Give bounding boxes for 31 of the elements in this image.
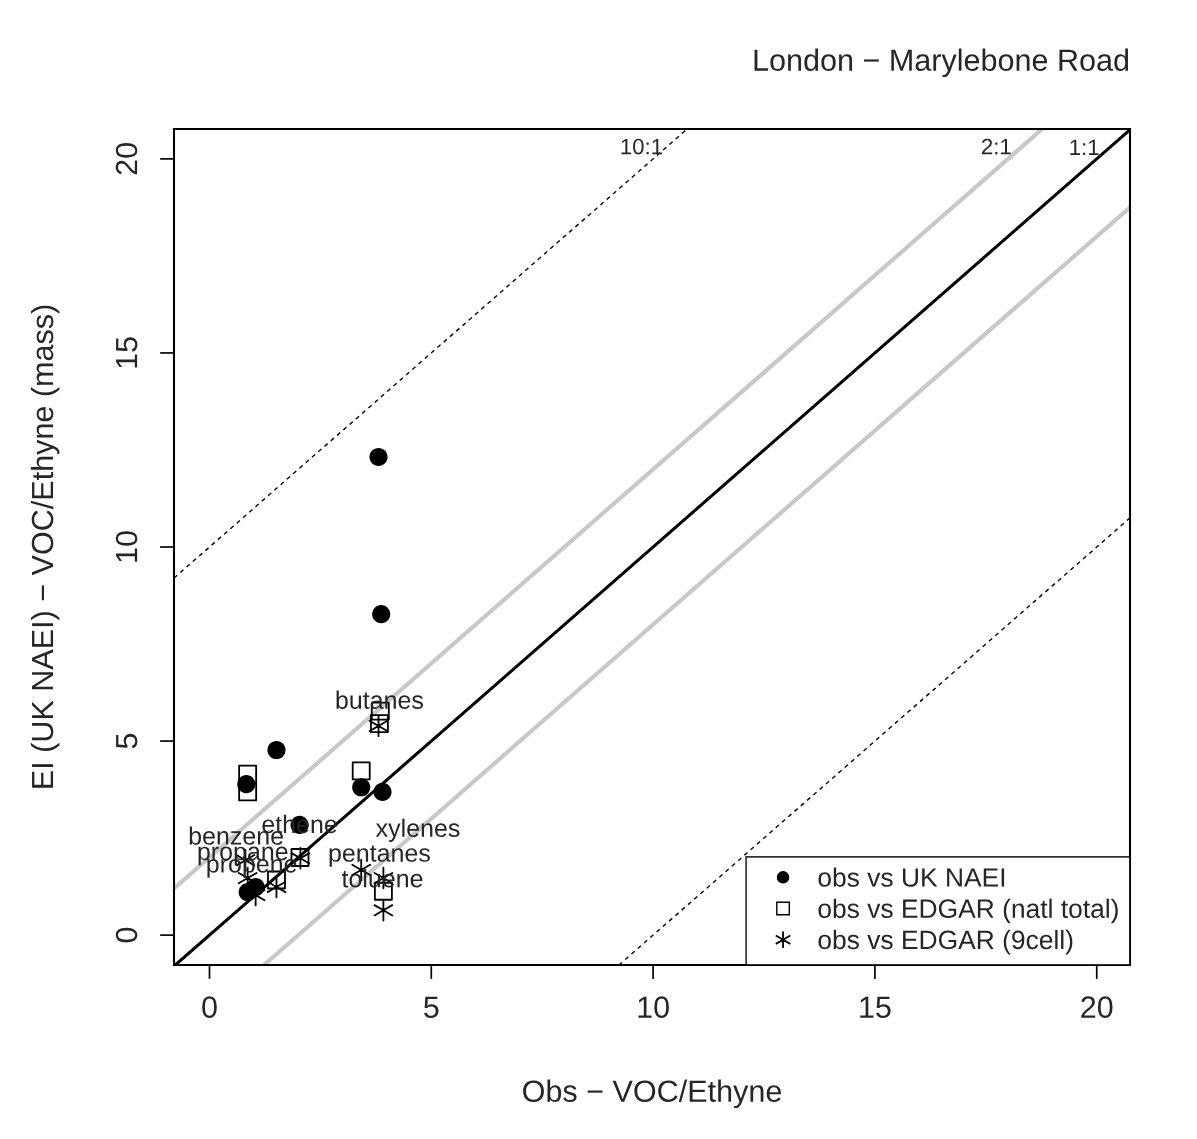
y-tick-label: 10 xyxy=(115,531,138,562)
point xyxy=(369,447,388,467)
annotation: pentanes xyxy=(329,845,430,867)
y-tick-label: 5 xyxy=(116,733,138,749)
x-tick-label: 0 xyxy=(202,996,217,1018)
point xyxy=(352,778,371,797)
x-tick-label: 20 xyxy=(1081,996,1113,1018)
x-tick-label: 15 xyxy=(860,996,891,1018)
x-tick-label: 10 xyxy=(638,996,669,1018)
series-label: 1:1 xyxy=(1070,139,1099,155)
legend-label: obs vs EDGAR (9cell) xyxy=(818,929,1073,955)
point xyxy=(351,761,371,781)
series-label: 2:1 xyxy=(982,138,1011,155)
y-tick-label: 0 xyxy=(115,927,138,943)
point xyxy=(373,899,394,922)
point xyxy=(267,740,286,760)
point xyxy=(238,782,258,802)
x-tick-label: 5 xyxy=(424,996,439,1018)
legend-label: obs vs UK NAEI xyxy=(818,867,1005,887)
point xyxy=(373,782,392,801)
point xyxy=(372,605,391,624)
legend-label: obs vs EDGAR (natl total) xyxy=(818,898,1118,924)
series-label: 10:1 xyxy=(621,138,662,155)
chart-title: London − Marylebone Road xyxy=(754,48,1129,78)
annotation: butanes xyxy=(336,690,423,709)
x-axis-title: Obs − VOC/Ethyne xyxy=(523,1079,781,1109)
annotation: xylenes xyxy=(375,818,460,842)
y-axis-title: EI (UK NAEI) − VOC/Ethyne (mass) xyxy=(30,305,60,788)
y-tick-label: 15 xyxy=(116,337,138,368)
point xyxy=(238,764,258,784)
y-tick-label: 20 xyxy=(115,143,138,175)
